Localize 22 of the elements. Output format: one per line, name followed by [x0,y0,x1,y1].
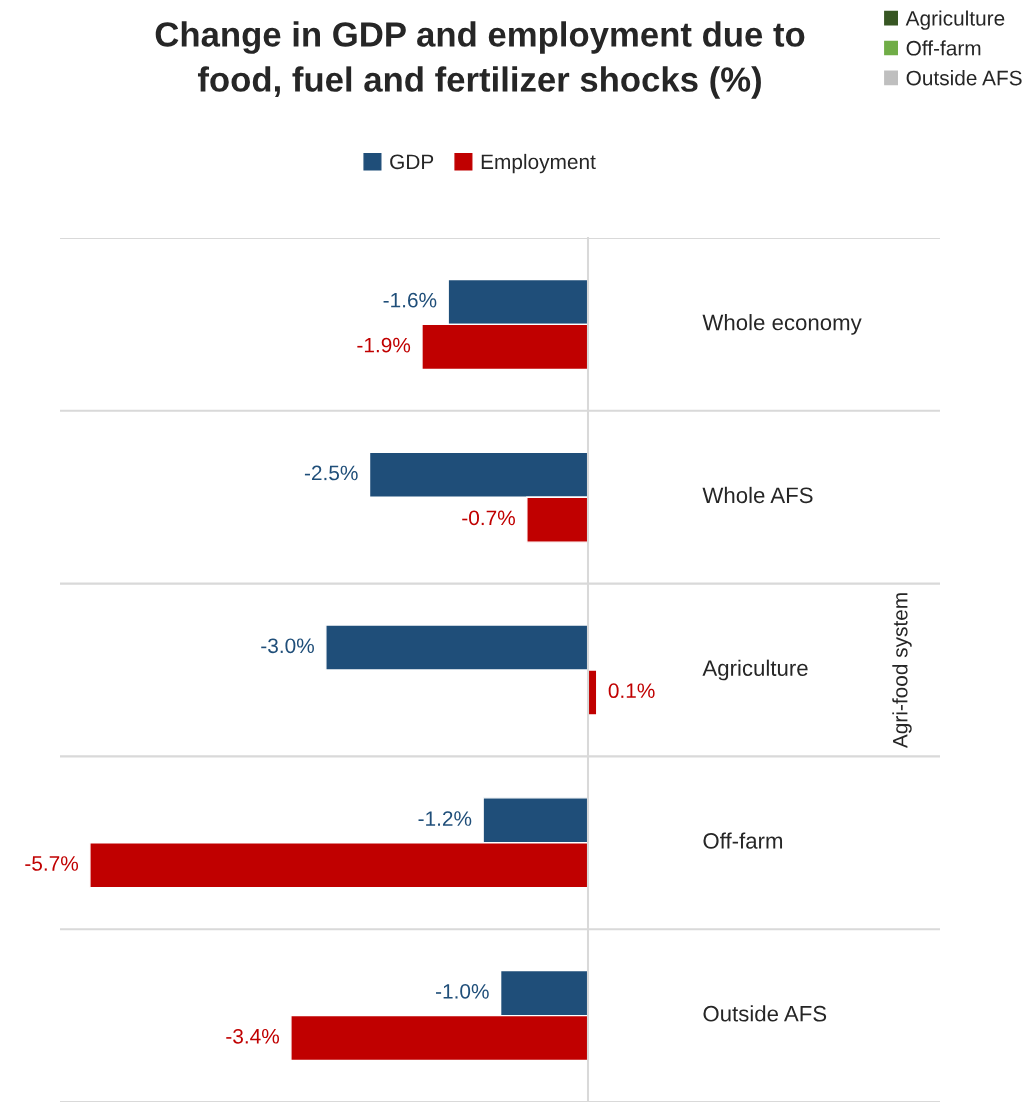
data-label: -1.0% [436,983,489,999]
data-label: -1.6% [383,292,437,308]
data-label: -2.5% [304,465,358,481]
legend-label: Employment [481,153,596,174]
data-label: -1.2% [418,811,472,826]
chart-title: Change in GDP and employment due to food, fuel and fertilizer shocks (%) [155,21,805,99]
data-label: -3.4% [226,1028,280,1044]
legend-label: Off-farm [906,40,981,56]
data-label: -3.0% [261,638,314,654]
y-tick-label: Whole economy [702,314,862,335]
data-label: -5.7% [25,856,79,871]
legend-label: Outside AFS [906,70,1022,86]
legend-label: GDP [390,154,434,170]
y-tick-label: Whole AFS [702,486,813,504]
y-tick-label: Off-farm [703,832,783,849]
data-label: -0.7% [462,510,515,526]
data-label: 0.1% [608,683,655,699]
legend-label: Agriculture [905,10,1005,30]
y-tick-label: Outside AFS [703,1005,827,1022]
text: Agri-food system [892,593,912,749]
data-label: -1.9% [357,337,411,353]
y-tick-label: Agriculture [702,659,808,681]
